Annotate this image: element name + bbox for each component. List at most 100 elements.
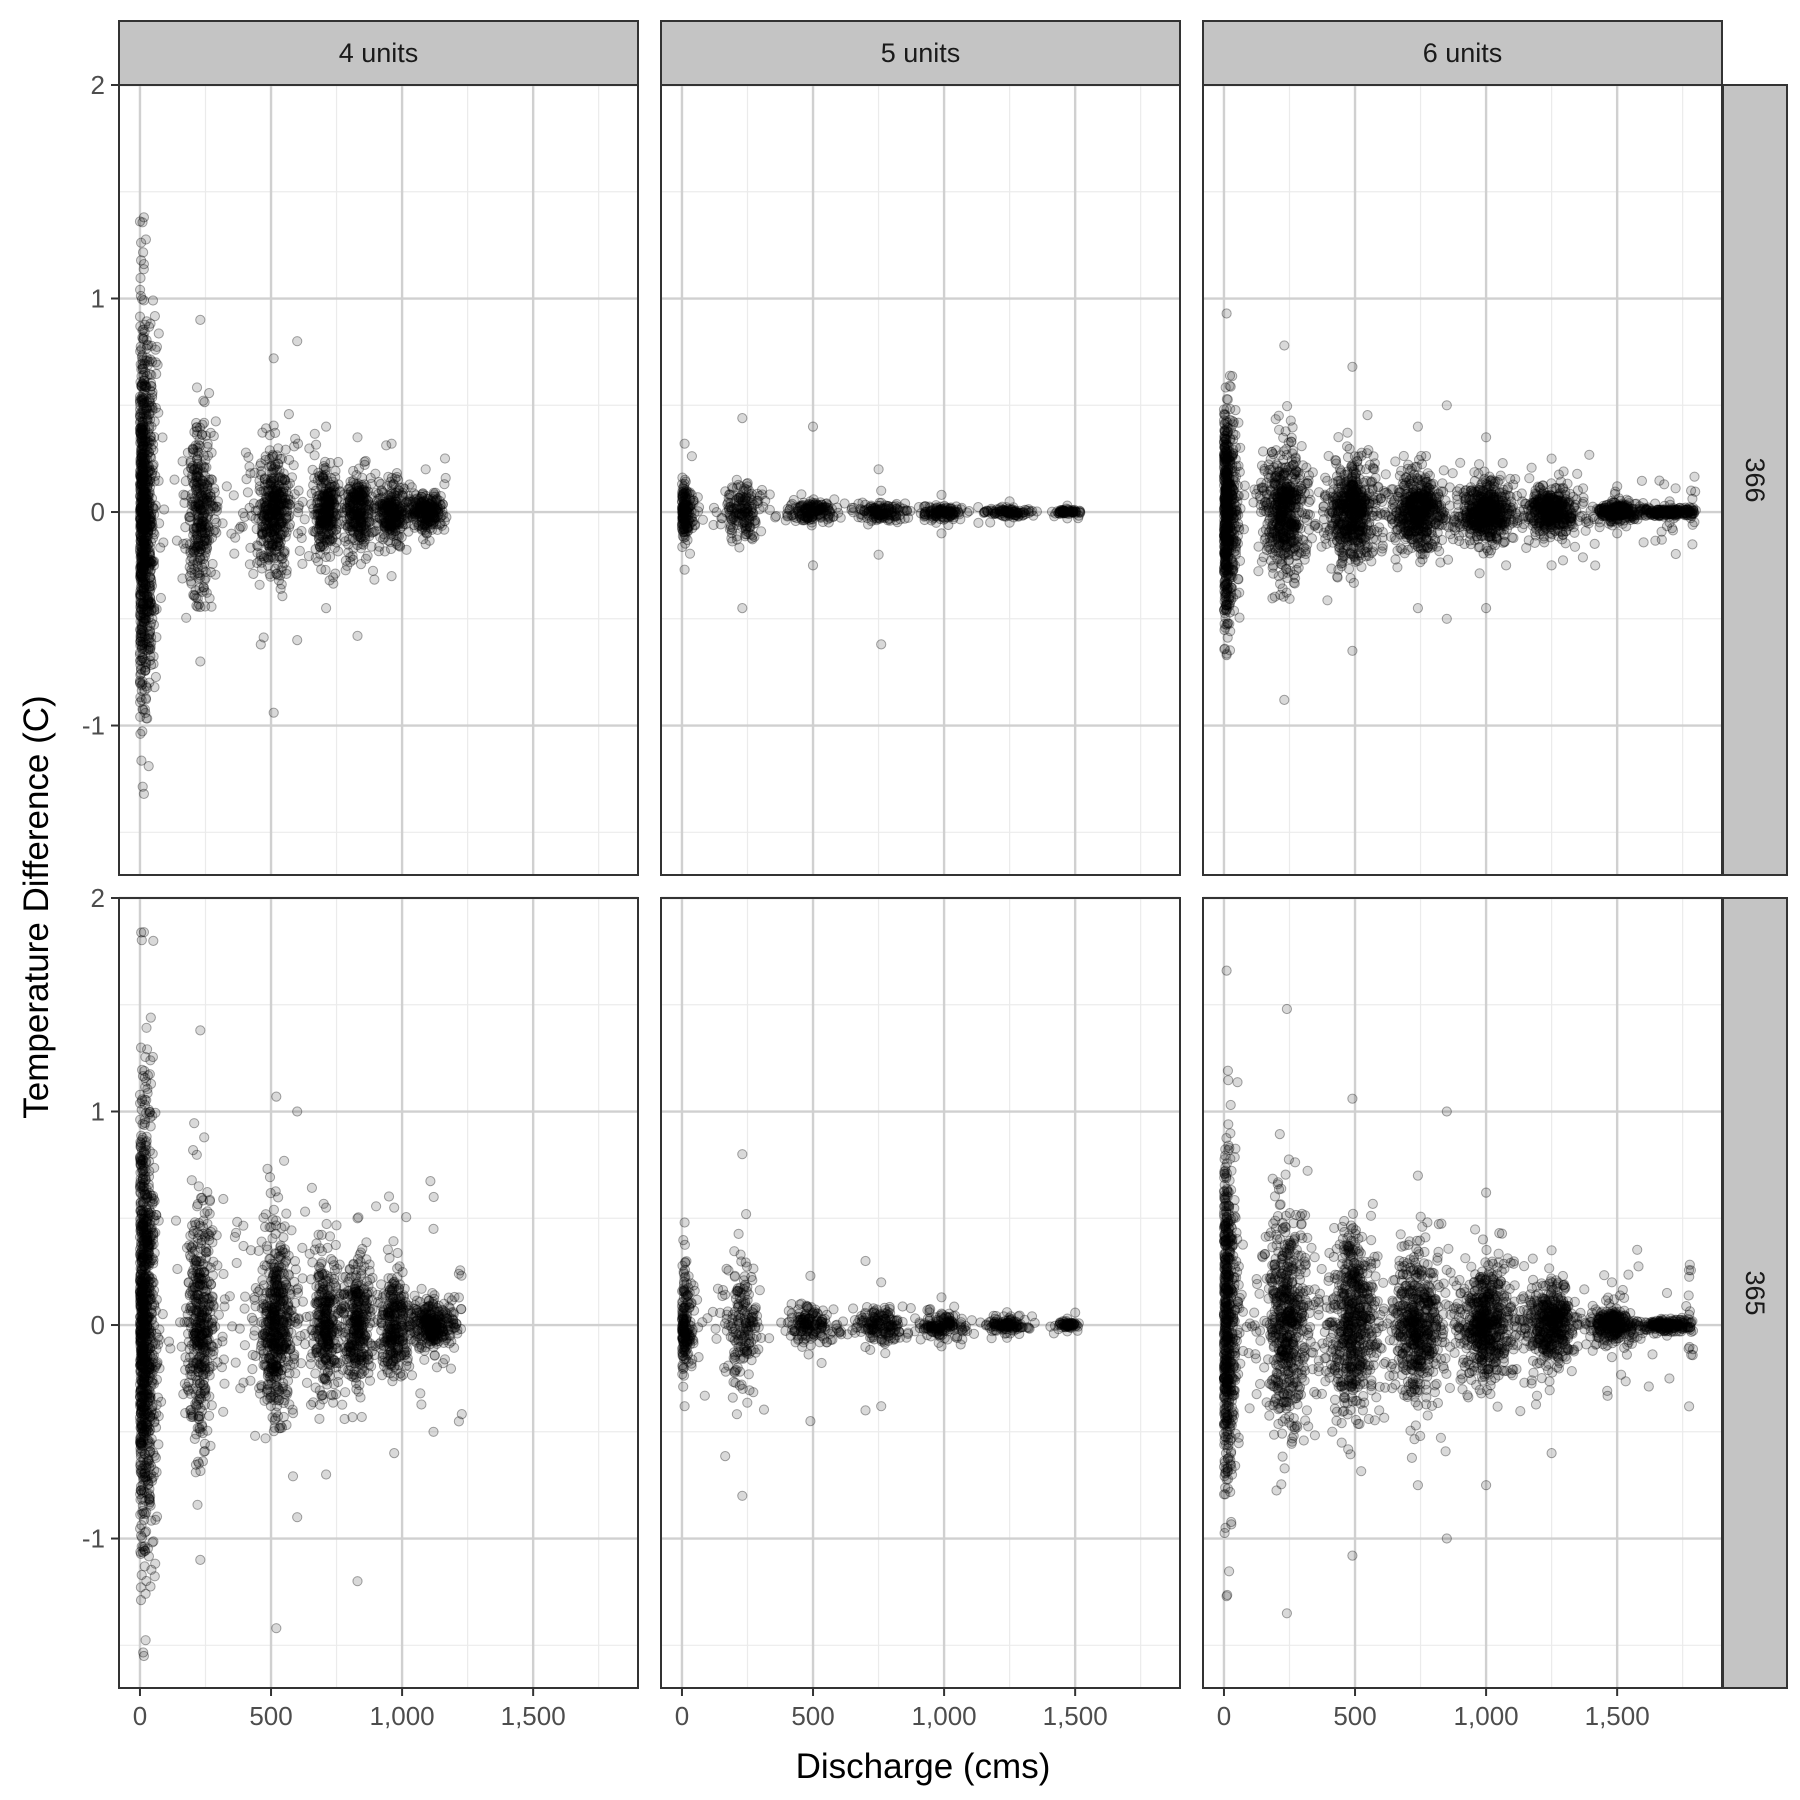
data-point [138, 549, 149, 560]
data-point [140, 487, 151, 498]
data-point [943, 505, 954, 516]
data-point [140, 614, 151, 625]
data-point [139, 457, 151, 468]
data-point [137, 726, 148, 737]
data-point [139, 319, 151, 330]
data-point [147, 402, 158, 413]
data-point [134, 423, 146, 434]
data-point [145, 435, 156, 446]
data-point [136, 628, 147, 639]
data-point [1000, 511, 1011, 522]
data-point [138, 565, 149, 576]
data-point [150, 671, 161, 683]
data-point [134, 395, 146, 406]
data-point [185, 547, 196, 558]
data-point [138, 439, 149, 450]
data-point [137, 460, 148, 471]
data-point [135, 513, 146, 524]
data-point [237, 507, 249, 519]
data-point [144, 628, 155, 640]
data-point [137, 507, 148, 518]
data-point [135, 640, 146, 651]
data-point [135, 557, 146, 568]
data-point [137, 598, 149, 609]
data-point [1279, 694, 1290, 706]
data-point [139, 518, 151, 530]
data-point [147, 295, 159, 306]
data-point [848, 507, 859, 518]
data-point [679, 438, 690, 449]
data-point [140, 553, 151, 564]
data-point [139, 486, 150, 497]
data-point [146, 577, 157, 588]
data-point [308, 503, 319, 514]
data-point [138, 456, 149, 467]
data-point [135, 481, 146, 492]
data-point [137, 498, 149, 509]
data-point [137, 523, 148, 534]
data-point [135, 585, 146, 597]
data-point [139, 561, 150, 572]
data-point [754, 504, 765, 515]
data-point [141, 482, 153, 494]
data-point [144, 402, 155, 413]
data-point [268, 353, 279, 364]
data-point [135, 663, 147, 675]
data-point [313, 556, 324, 567]
data-point [134, 513, 146, 524]
data-point [135, 563, 146, 574]
data-point [284, 499, 295, 510]
data-point [143, 506, 154, 517]
data-point [137, 294, 148, 305]
data-point [136, 486, 147, 497]
data-point [135, 591, 146, 603]
data-point [136, 562, 147, 573]
data-point [136, 572, 148, 583]
data-point [138, 493, 149, 505]
data-point [254, 579, 265, 590]
data-point [188, 530, 199, 541]
data-point [145, 641, 156, 652]
data-point [143, 447, 155, 458]
data-point [135, 472, 146, 483]
data-point [148, 556, 160, 567]
data-point [136, 504, 147, 515]
data-point [140, 694, 152, 705]
data-point [137, 649, 148, 660]
data-point [140, 634, 151, 645]
data-point [136, 640, 147, 651]
data-point [139, 603, 150, 615]
data-point [146, 598, 157, 610]
data-point [726, 482, 738, 493]
data-point [1258, 552, 1269, 563]
data-point [873, 464, 884, 475]
data-point [135, 492, 146, 503]
data-point [138, 577, 149, 588]
data-point [146, 369, 157, 381]
data-point [142, 527, 154, 538]
data-point [138, 395, 149, 406]
data-point [141, 396, 152, 408]
data-point [135, 655, 146, 666]
data-point [144, 369, 155, 380]
data-point [136, 371, 147, 382]
data-point [873, 549, 884, 560]
data-point [136, 643, 147, 654]
data-point [143, 612, 154, 623]
data-point [145, 354, 156, 365]
data-point [147, 521, 158, 532]
data-point [309, 428, 320, 439]
data-point [440, 472, 451, 484]
data-point [426, 504, 437, 515]
data-point [784, 504, 796, 515]
data-point [141, 403, 152, 414]
data-point [136, 493, 147, 504]
data-point [1221, 604, 1232, 616]
data-point [138, 404, 149, 415]
data-point [135, 535, 146, 546]
data-point [137, 525, 148, 536]
data-point [141, 509, 152, 520]
data-point [144, 549, 155, 561]
data-point [158, 537, 169, 548]
data-point [141, 542, 152, 553]
